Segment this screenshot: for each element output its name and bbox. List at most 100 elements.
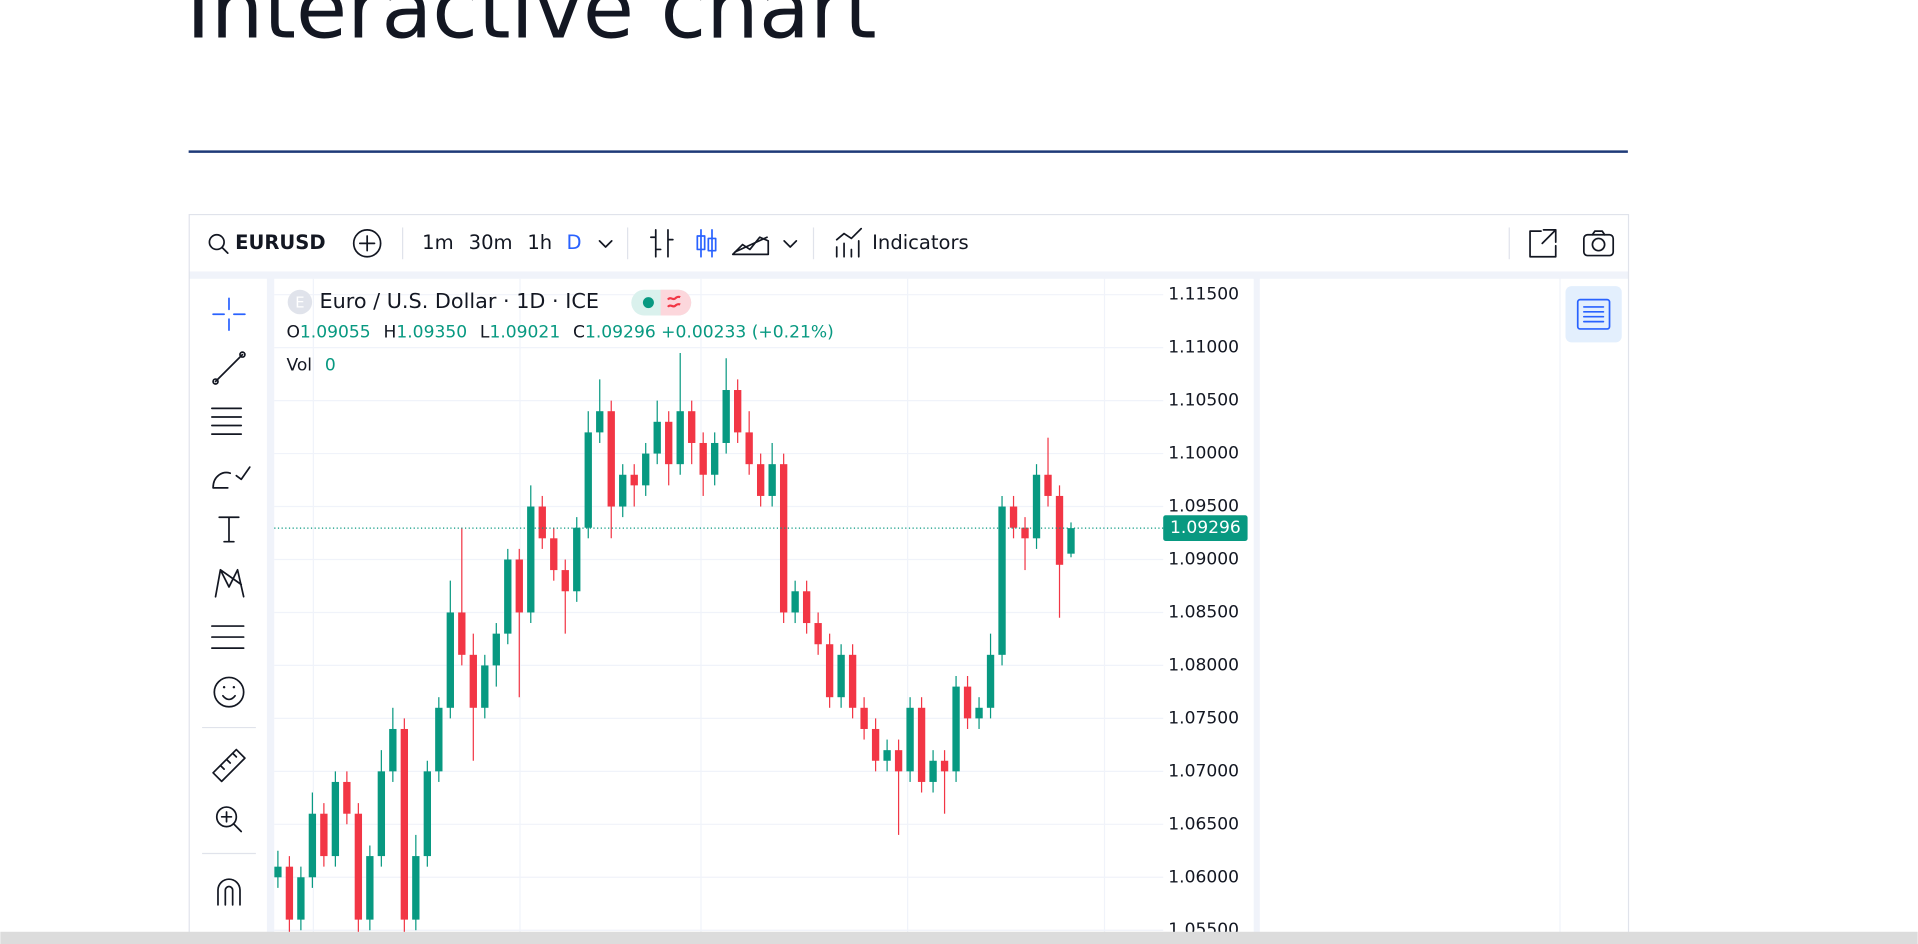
brush-tool[interactable] (212, 466, 251, 489)
candle-body (320, 813, 328, 857)
trendline-tool[interactable] (212, 351, 246, 385)
y-tick-label: 1.06500 (1168, 814, 1239, 834)
candle-body (377, 771, 386, 857)
candle-body (515, 559, 523, 613)
candle-body (481, 665, 489, 708)
candle-body (1067, 528, 1075, 554)
style-dropdown[interactable] (783, 240, 798, 248)
chart-pane (274, 278, 1254, 944)
y-tick-label: 1.11500 (1168, 285, 1239, 305)
candle-body (297, 877, 305, 920)
legend-key: H (383, 323, 396, 343)
candle-body (952, 686, 960, 772)
indicators-label: Indicators (872, 231, 969, 254)
y-tick-label: 1.11000 (1168, 338, 1239, 358)
candle-body (458, 612, 466, 655)
candle-body (446, 612, 454, 708)
legend-value: 1.09021 (489, 323, 560, 343)
candle-body (1009, 506, 1018, 528)
last-price-tag (1163, 515, 1248, 541)
top-toolbar (189, 215, 1628, 272)
candle-body (607, 411, 615, 507)
emoji-tool[interactable] (213, 676, 245, 708)
candle-body (400, 728, 409, 920)
candle-body (492, 633, 500, 666)
candle-body (435, 707, 443, 772)
candle-body (561, 570, 569, 592)
candle-body (802, 591, 811, 624)
popout-button[interactable] (1529, 229, 1557, 258)
prediction-tool[interactable] (211, 625, 245, 649)
candle-body (711, 442, 719, 475)
legend-change: +0.00233 (661, 323, 746, 343)
y-tick-label: 1.10500 (1168, 391, 1239, 411)
y-tick-label: 1.10000 (1168, 444, 1239, 464)
candle-body (389, 728, 397, 772)
search-icon (208, 233, 225, 251)
indicators-button[interactable]: Indicators (835, 227, 969, 258)
candle-body (354, 813, 363, 920)
candle-body (1044, 474, 1052, 496)
search-icon-handle (221, 246, 229, 254)
interval-button[interactable]: 1h (527, 231, 552, 254)
ruler-tool[interactable] (212, 748, 246, 783)
price-axis: 1.055001.060001.065001.070001.075001.080… (274, 285, 1248, 940)
interval-button-active[interactable]: D (566, 231, 581, 254)
watchlist-button[interactable] (1565, 286, 1622, 343)
interval-button[interactable]: 1m (422, 231, 453, 254)
candle-body (814, 623, 822, 645)
y-tick-label: 1.07500 (1168, 708, 1239, 728)
bar-style-button[interactable] (649, 229, 674, 258)
candle-body (653, 421, 661, 454)
candle-body (596, 411, 604, 433)
candle-body (274, 866, 282, 878)
series (274, 352, 1075, 936)
y-tick-label: 1.08500 (1168, 602, 1239, 622)
legend-value: 1.09350 (396, 323, 467, 343)
pattern-tool[interactable] (214, 568, 245, 598)
candle-body (825, 644, 834, 698)
compare-button[interactable] (352, 229, 382, 258)
scrollbar (0, 931, 1918, 944)
candle-body (883, 750, 891, 761)
ohlc-legend: O1.09055 H1.09350 L1.09021 C1.09296 +0.0… (286, 323, 833, 343)
candle-body (906, 707, 914, 772)
candle-style-button[interactable] (696, 229, 717, 258)
candle-body (929, 760, 937, 782)
candle-body (975, 707, 983, 719)
y-tick-label: 1.08000 (1168, 655, 1239, 675)
candle-body (308, 813, 317, 878)
candle-body (550, 538, 558, 571)
candle-body (894, 750, 903, 772)
candle-body (343, 781, 351, 814)
side-panel (1259, 278, 1560, 944)
candle-body (584, 432, 592, 528)
magnet-tool[interactable] (217, 878, 241, 906)
fib-tool[interactable] (211, 407, 243, 435)
candle-body (860, 707, 868, 729)
symbol-logo-letter: E (295, 294, 304, 311)
candle-body (538, 506, 546, 539)
candle-body (1055, 495, 1064, 565)
chart-title: Euro / U.S. Dollar · 1D · ICE (319, 289, 599, 313)
y-tick-label: 1.09000 (1168, 549, 1239, 569)
symbol-search[interactable]: EURUSD (208, 231, 326, 254)
candle-body (630, 474, 638, 486)
zoom-tool[interactable] (215, 806, 243, 833)
page-title: Interactive chart (186, 0, 876, 58)
market-status[interactable] (631, 289, 692, 316)
crosshair-tool[interactable] (212, 297, 246, 332)
candle-body (917, 707, 926, 782)
candle-body (779, 464, 788, 613)
symbol-logo (287, 289, 313, 315)
text-tool[interactable] (218, 516, 240, 543)
snapshot-button[interactable] (1582, 230, 1615, 257)
interval-button[interactable]: 30m (469, 231, 513, 254)
interval-dropdown[interactable] (598, 240, 613, 248)
candle-body (871, 728, 880, 761)
volume-value: 0 (325, 356, 336, 376)
candle-body (642, 453, 650, 486)
y-tick-label: 1.09500 (1168, 497, 1239, 517)
area-style-button[interactable] (731, 236, 770, 256)
